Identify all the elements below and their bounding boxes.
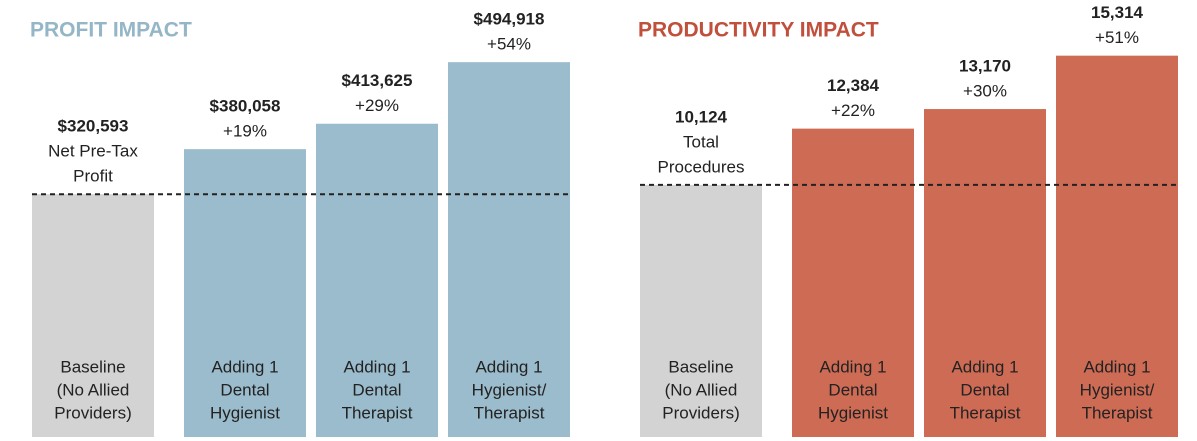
value-label: 13,170	[959, 57, 1011, 76]
change-label: Net Pre-Tax	[48, 142, 138, 161]
category-label: Dental	[352, 380, 401, 399]
category-label: Providers)	[662, 403, 739, 422]
bar	[1056, 55, 1178, 438]
category-label: Hygienist	[210, 403, 280, 422]
category-label: Adding 1	[475, 357, 542, 376]
category-label: Therapist	[1082, 403, 1153, 422]
bar	[792, 128, 914, 437]
category-label: (No Allied	[57, 380, 130, 399]
category-label: Therapist	[474, 403, 545, 422]
category-label: Dental	[828, 380, 877, 399]
value-label: 10,124	[675, 107, 728, 126]
category-label: Adding 1	[819, 357, 886, 376]
category-label: Therapist	[342, 403, 413, 422]
bar	[924, 109, 1046, 438]
category-label: Dental	[220, 380, 269, 399]
category-label: Dental	[960, 380, 1009, 399]
change-label: +30%	[963, 82, 1007, 101]
change-label: +19%	[223, 122, 267, 141]
chart-title: PRODUCTIVITY IMPACT	[638, 19, 879, 42]
category-label: Adding 1	[951, 357, 1018, 376]
bar	[316, 123, 438, 437]
chart-title: PROFIT IMPACT	[30, 19, 192, 42]
category-label: Therapist	[950, 403, 1021, 422]
category-label: Adding 1	[1083, 357, 1150, 376]
bar	[184, 149, 306, 438]
category-label: Hygienist/	[1080, 380, 1155, 399]
value-label: $380,058	[210, 97, 281, 116]
change-label: +22%	[831, 101, 875, 120]
change-label: Total	[683, 132, 719, 151]
category-label: Adding 1	[343, 357, 410, 376]
bar	[640, 184, 762, 437]
bar	[32, 194, 154, 437]
bar	[448, 62, 570, 438]
category-label: (No Allied	[665, 380, 738, 399]
value-label: 12,384	[827, 76, 880, 95]
value-label: $494,918	[474, 10, 545, 29]
change-label: +51%	[1095, 28, 1139, 47]
category-label: Hygienist/	[472, 380, 547, 399]
value-label: $413,625	[342, 71, 413, 90]
category-label: Baseline	[60, 357, 125, 376]
value-label: 15,314	[1091, 3, 1144, 22]
change-label: Profit	[73, 167, 113, 186]
category-label: Hygienist	[818, 403, 888, 422]
value-label: $320,593	[58, 117, 129, 136]
change-label: +54%	[487, 35, 531, 54]
category-label: Baseline	[668, 357, 733, 376]
change-label: Procedures	[658, 157, 745, 176]
category-label: Adding 1	[211, 357, 278, 376]
category-label: Providers)	[54, 403, 131, 422]
change-label: +29%	[355, 96, 399, 115]
